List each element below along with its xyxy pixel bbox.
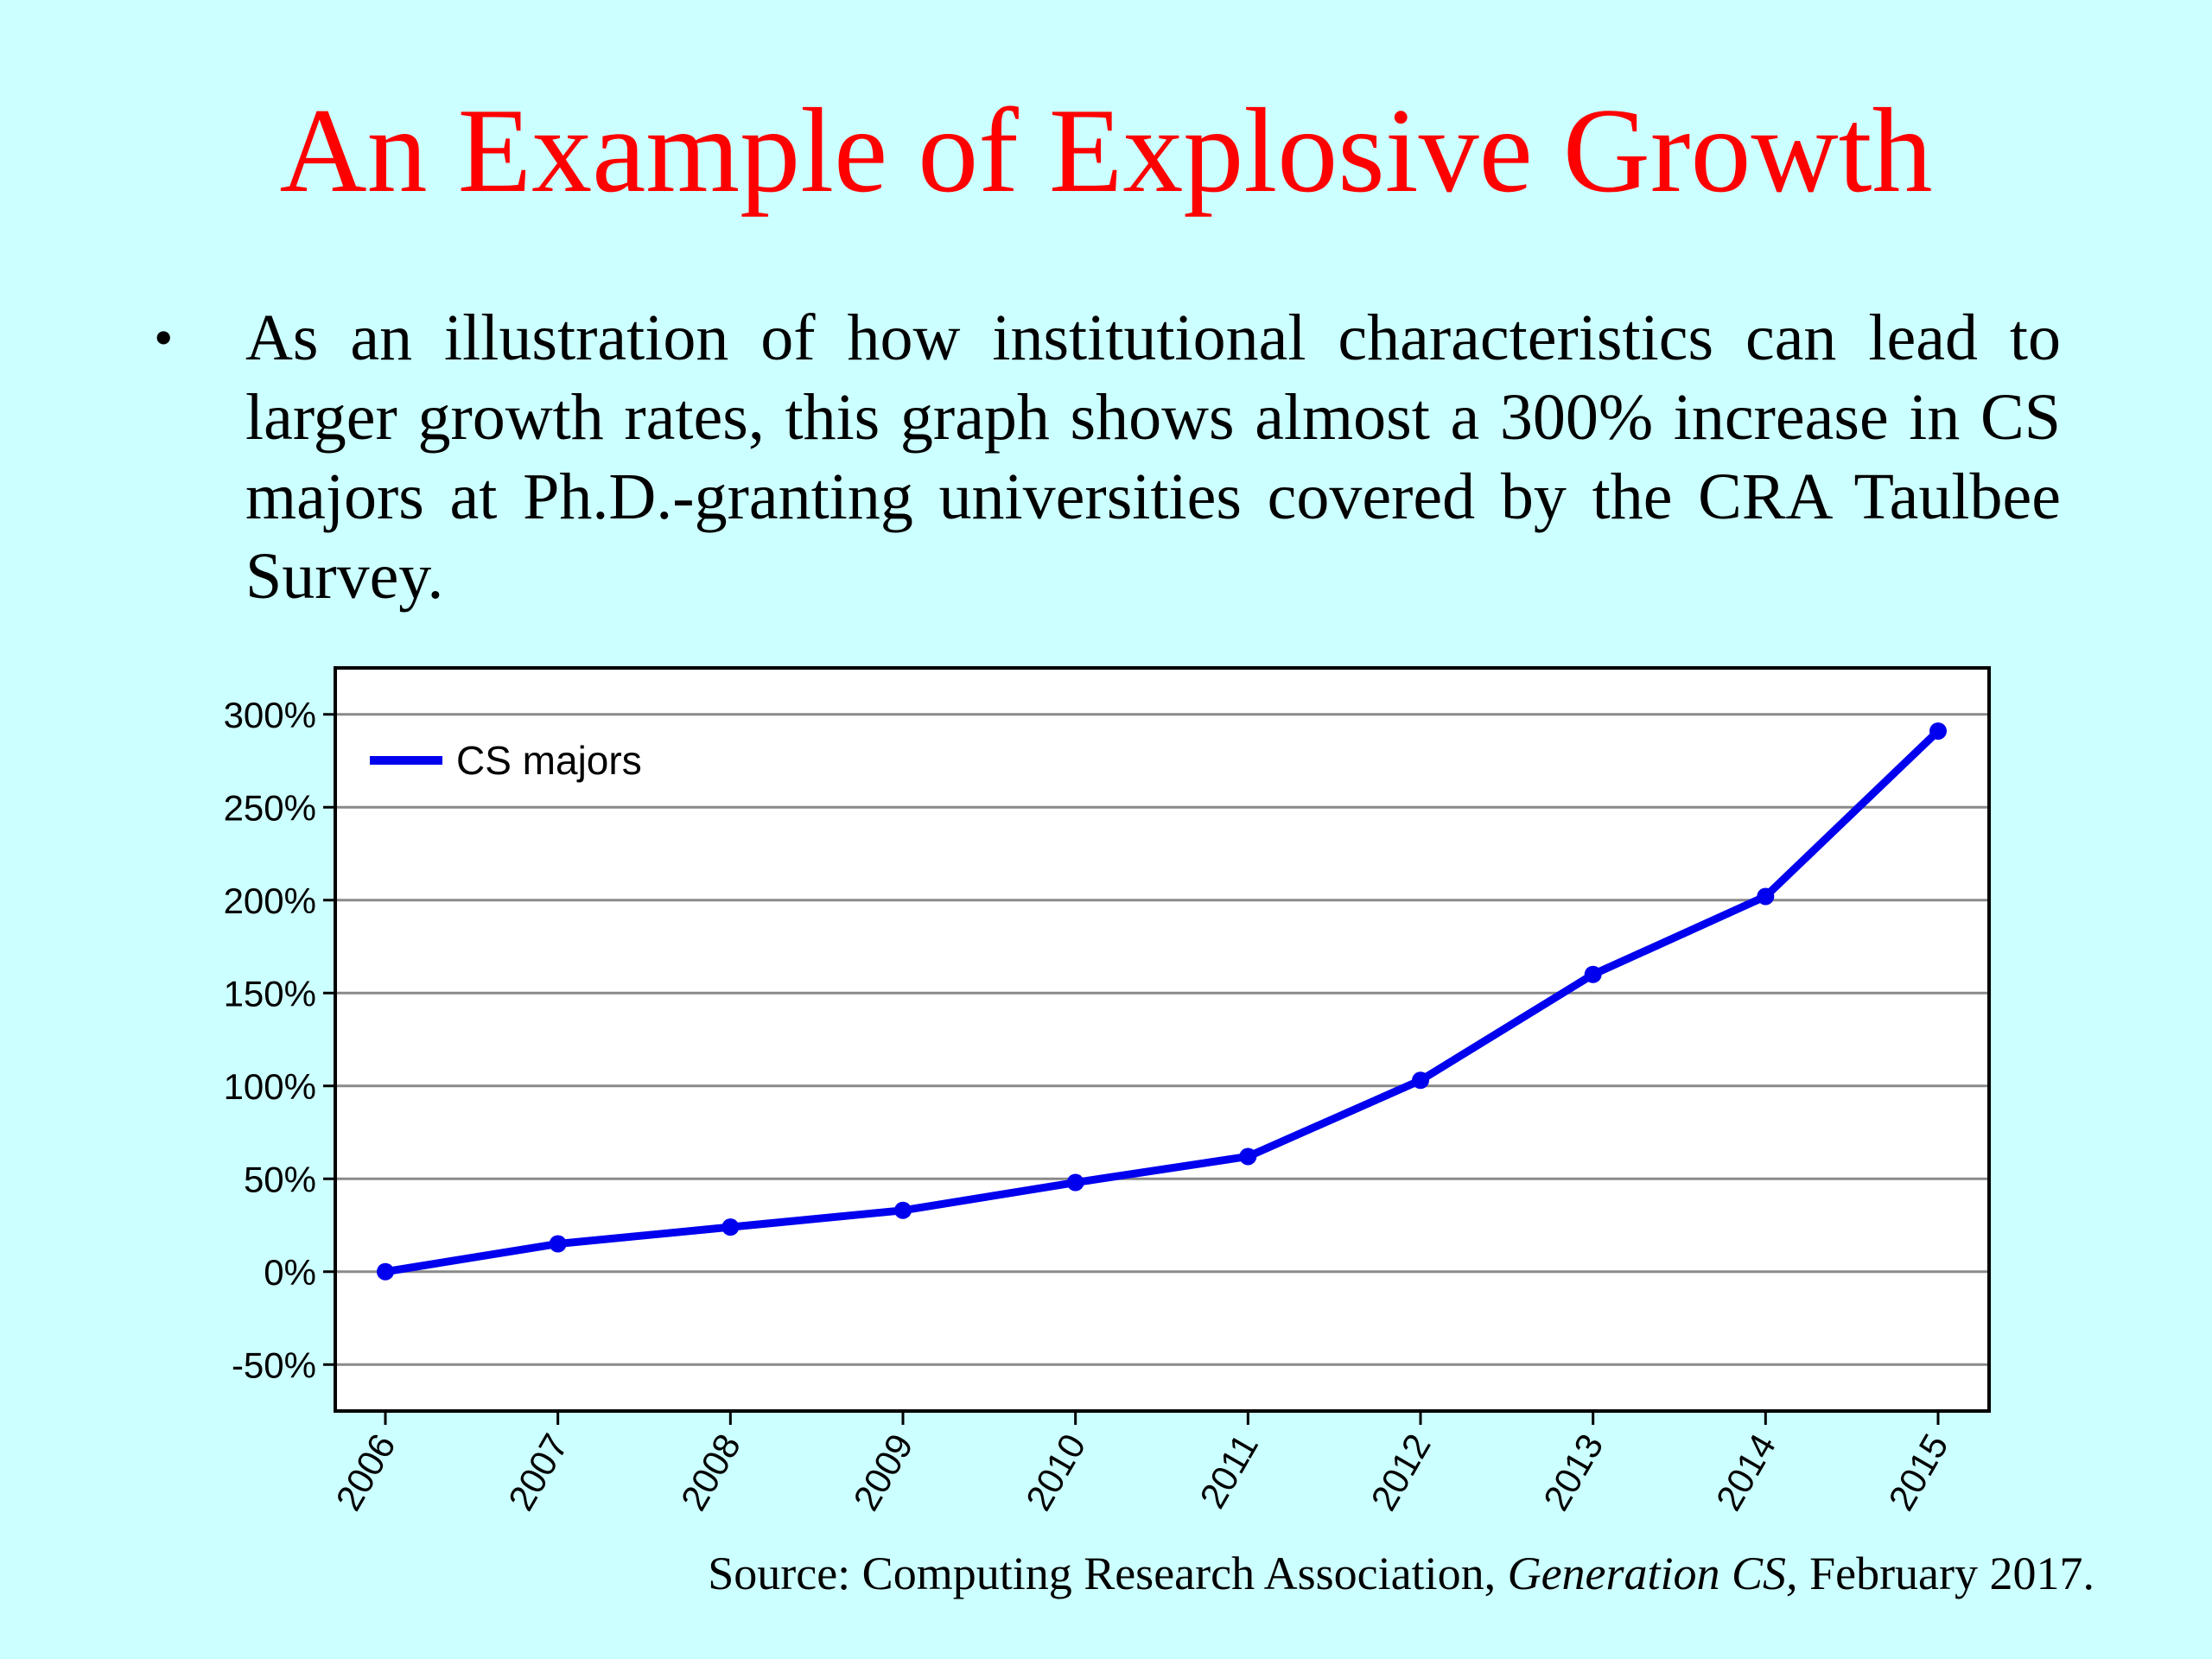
x-tick-label: 2008 <box>673 1427 748 1517</box>
source-citation: Source: Computing Research Association, … <box>708 1547 2094 1600</box>
data-point <box>377 1262 394 1281</box>
plot-area <box>335 668 1989 1411</box>
source-suffix: February 2017. <box>1797 1548 2094 1599</box>
y-tick-label: 150% <box>224 973 316 1014</box>
x-tick-label: 2010 <box>1018 1427 1093 1517</box>
y-tick-label: 200% <box>224 880 316 921</box>
x-tick-label: 2012 <box>1363 1427 1438 1517</box>
x-tick-label: 2009 <box>845 1427 920 1517</box>
y-tick-label: 250% <box>224 787 316 828</box>
bullet-point: • As an illustration of how institutiona… <box>154 298 2061 616</box>
x-tick-label: 2007 <box>500 1427 575 1517</box>
bullet-icon: • <box>154 307 174 368</box>
source-prefix: Source: Computing Research Association, <box>708 1548 1508 1599</box>
slide-title: An Example of Explosive Growth <box>279 84 1933 218</box>
y-tick-label: 300% <box>224 695 316 735</box>
data-point <box>1239 1147 1257 1166</box>
data-point <box>1066 1173 1084 1192</box>
x-tick-label: 2006 <box>327 1427 403 1517</box>
source-italic: Generation CS, <box>1507 1548 1798 1599</box>
series-line-cs-majors <box>381 727 1942 1276</box>
data-point <box>1412 1071 1429 1090</box>
x-tick-label: 2011 <box>1192 1427 1266 1516</box>
y-tick-label: 50% <box>244 1159 316 1199</box>
bullet-text: As an illustration of how institutional … <box>245 302 2061 613</box>
plot-frame <box>334 666 1991 1413</box>
data-point <box>894 1201 912 1219</box>
x-tick-label: 2013 <box>1535 1427 1611 1517</box>
data-point <box>549 1235 567 1253</box>
x-tick-label: 2014 <box>1708 1427 1783 1517</box>
data-point <box>1584 965 1602 983</box>
legend-label: CS majors <box>456 738 642 783</box>
data-point <box>1929 722 1947 741</box>
y-tick-label: -50% <box>232 1344 316 1385</box>
y-tick-label: 0% <box>264 1252 316 1293</box>
x-tick-label: 2015 <box>1880 1427 1955 1517</box>
data-point <box>721 1218 740 1236</box>
y-tick-label: 100% <box>224 1066 316 1107</box>
data-point <box>1757 887 1775 906</box>
